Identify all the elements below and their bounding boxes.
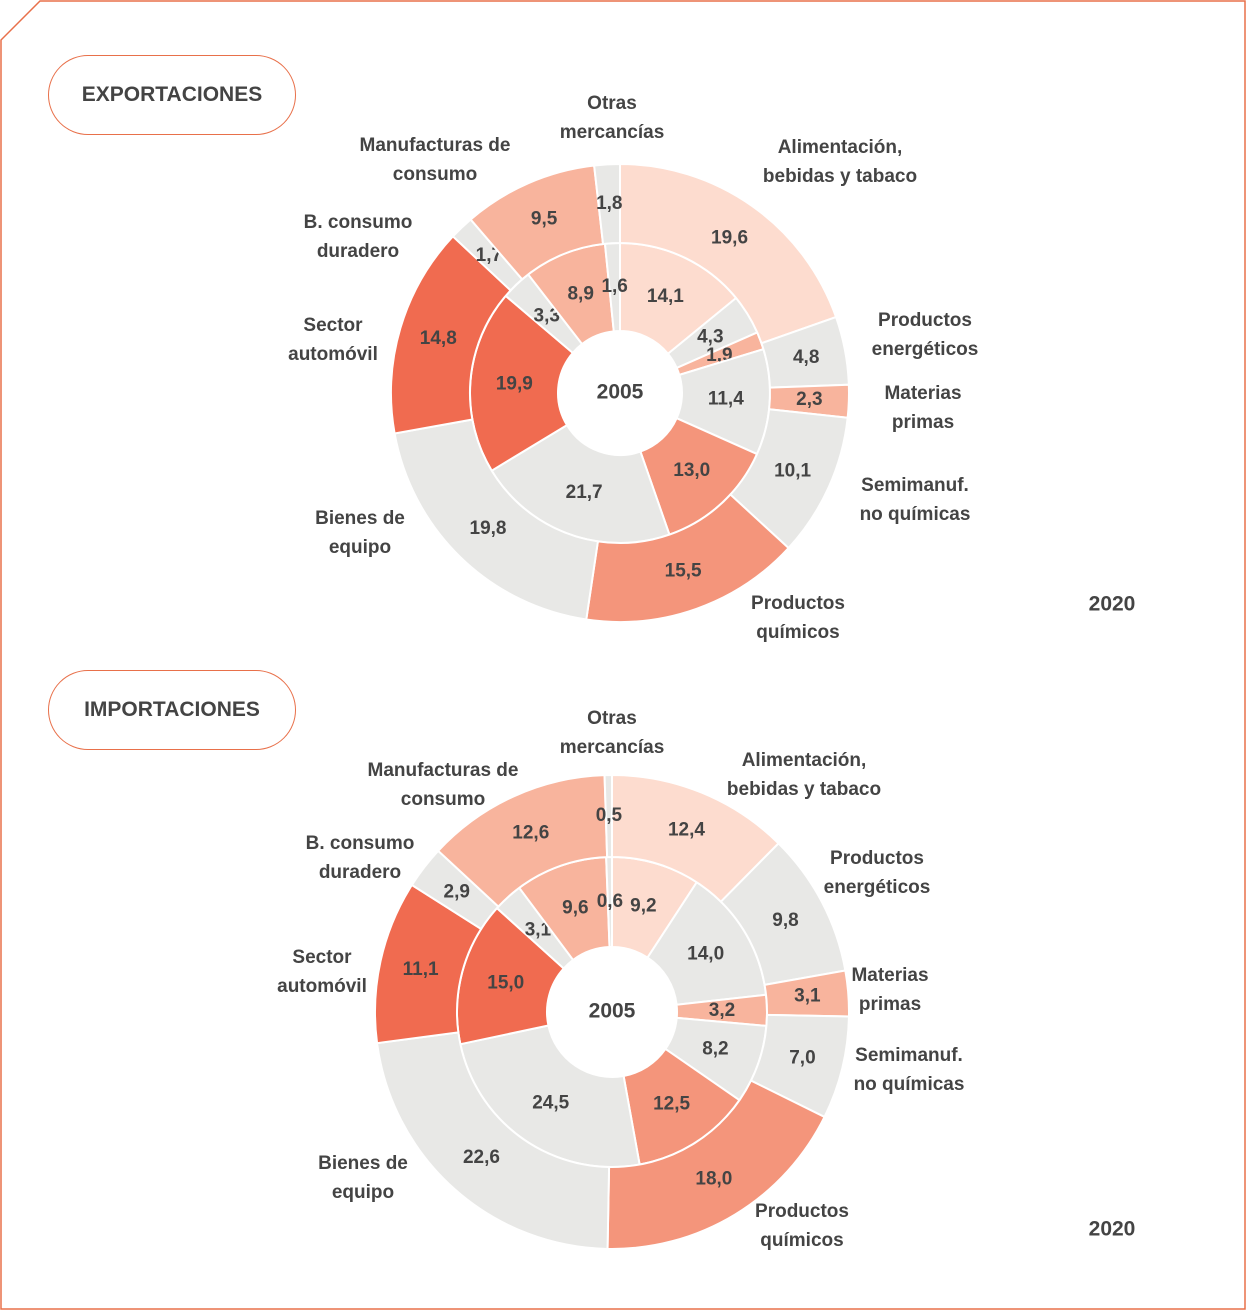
donut-segment [375,1031,611,1250]
value-label: 0,5 [596,805,623,826]
category-label: Productos químicos [751,593,845,643]
value-label: 1,7 [476,245,502,266]
value-label: 1,6 [601,276,627,297]
category-label: Manufacturas de consumo [367,760,519,810]
category-label: Sector automóvil [288,315,378,365]
value-label: 19,8 [470,518,507,539]
value-label: 13,0 [673,460,710,481]
value-label: 12,4 [668,820,705,841]
value-label: 14,8 [420,328,457,349]
value-label: 1,8 [596,193,622,214]
category-label: Otras mercancías [559,708,665,758]
value-label: 2,3 [796,389,822,410]
category-label: Productos químicos [755,1201,849,1251]
outer-year: 2020 [1089,593,1136,616]
category-label: B. consumo duradero [305,833,415,883]
value-label: 12,5 [653,1093,690,1114]
category-label: Alimentación, bebidas y tabaco [762,137,918,187]
value-label: 14,1 [647,286,684,307]
value-label: 9,5 [531,208,558,229]
value-label: 15,0 [487,972,524,993]
center-year: 2005 [589,1000,636,1023]
value-label: 18,0 [695,1168,732,1189]
category-label: Bienes de equipo [318,1153,408,1203]
value-label: 9,8 [772,910,798,931]
value-label: 4,8 [793,347,819,368]
value-label: 10,1 [774,460,811,481]
value-label: 8,2 [702,1038,728,1059]
value-label: 11,4 [708,388,744,409]
category-label: Alimentación, bebidas y tabaco [726,750,882,800]
donut-segment [593,162,621,246]
category-label: Semimanuf. no químicas [859,475,971,525]
category-label: Bienes de equipo [315,508,405,558]
category-label: Sector automóvil [277,947,367,997]
value-label: 7,0 [789,1047,815,1068]
category-label: Otras mercancías [559,93,665,143]
value-label: 19,9 [496,374,533,395]
section-title: EXPORTACIONES [48,55,296,135]
value-label: 8,9 [567,284,593,305]
value-label: 9,6 [562,897,588,918]
value-label: 2,9 [444,881,470,902]
value-label: 3,1 [525,920,552,941]
value-label: 22,6 [463,1147,500,1168]
value-label: 24,5 [532,1092,569,1113]
value-label: 9,2 [630,896,656,917]
category-label: Materias primas [851,965,929,1015]
value-label: 4,3 [697,327,723,348]
category-label: Productos energéticos [871,310,979,360]
value-label: 21,7 [566,482,603,503]
value-label: 11,1 [403,959,439,980]
value-label: 14,0 [687,943,724,964]
donut-segment [603,773,613,859]
outer-year: 2020 [1089,1218,1136,1241]
value-label: 19,6 [711,227,748,248]
center-year: 2005 [597,381,644,404]
category-label: B. consumo duradero [303,212,413,262]
value-label: 3,1 [794,986,821,1007]
category-label: Productos energéticos [823,848,931,898]
section-title: IMPORTACIONES [48,670,296,750]
value-label: 15,5 [665,561,702,582]
value-label: 3,2 [709,1000,735,1021]
value-label: 3,3 [534,305,560,326]
category-label: Manufacturas de consumo [359,135,511,185]
category-label: Semimanuf. no químicas [853,1045,965,1095]
value-label: 12,6 [512,823,549,844]
category-label: Materias primas [884,383,962,433]
value-label: 0,6 [597,891,623,912]
